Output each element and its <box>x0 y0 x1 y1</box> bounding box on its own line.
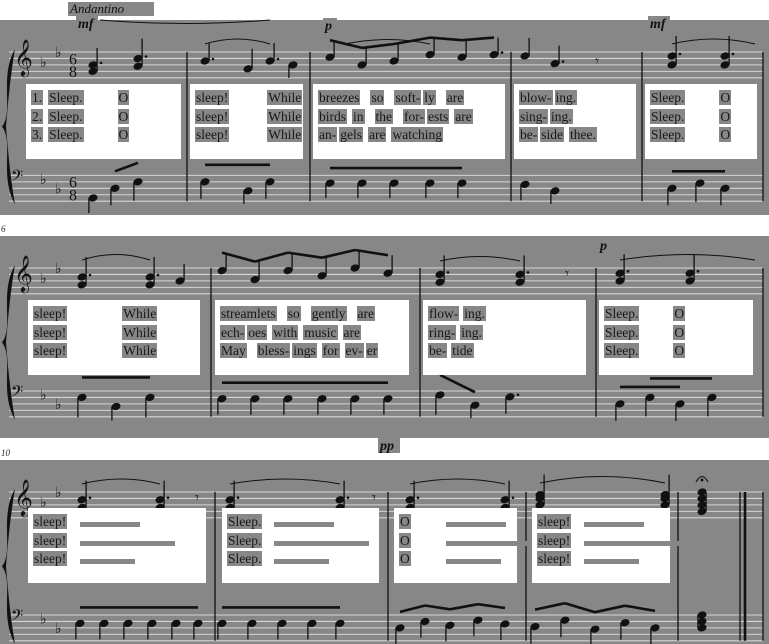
svg-text:♭: ♭ <box>55 622 62 637</box>
svg-text:♭: ♭ <box>40 56 47 71</box>
svg-text:𝄾: 𝄾 <box>565 266 569 282</box>
svg-text:𝄞: 𝄞 <box>14 255 33 293</box>
svg-text:𝄾: 𝄾 <box>372 490 376 506</box>
svg-text:♭: ♭ <box>55 46 62 61</box>
svg-text:𝄾: 𝄾 <box>195 490 199 506</box>
svg-text:♭: ♭ <box>55 262 62 277</box>
svg-text:♭: ♭ <box>40 388 47 403</box>
svg-text:𝄢: 𝄢 <box>11 168 23 189</box>
svg-text:8: 8 <box>69 64 77 81</box>
svg-text:♭: ♭ <box>40 272 47 287</box>
svg-text:𝄢: 𝄢 <box>11 383 23 404</box>
svg-text:𝄢: 𝄢 <box>11 607 23 628</box>
svg-text:♭: ♭ <box>40 613 47 628</box>
svg-text:Andantino: Andantino <box>69 1 125 16</box>
svg-text:6: 6 <box>1 224 6 234</box>
svg-text:mf: mf <box>650 17 667 32</box>
svg-text:p: p <box>324 19 332 34</box>
svg-text:♭: ♭ <box>55 486 62 501</box>
svg-text:p: p <box>599 239 607 254</box>
svg-text:pp: pp <box>379 439 394 454</box>
svg-text:♭: ♭ <box>40 173 47 188</box>
svg-text:𝄾: 𝄾 <box>595 54 599 70</box>
svg-text:𝄞: 𝄞 <box>14 39 33 77</box>
svg-text:♭: ♭ <box>55 398 62 413</box>
svg-text:♭: ♭ <box>55 183 62 198</box>
svg-text:mf: mf <box>78 17 95 32</box>
svg-text:8: 8 <box>69 188 77 205</box>
svg-text:10: 10 <box>1 448 11 458</box>
